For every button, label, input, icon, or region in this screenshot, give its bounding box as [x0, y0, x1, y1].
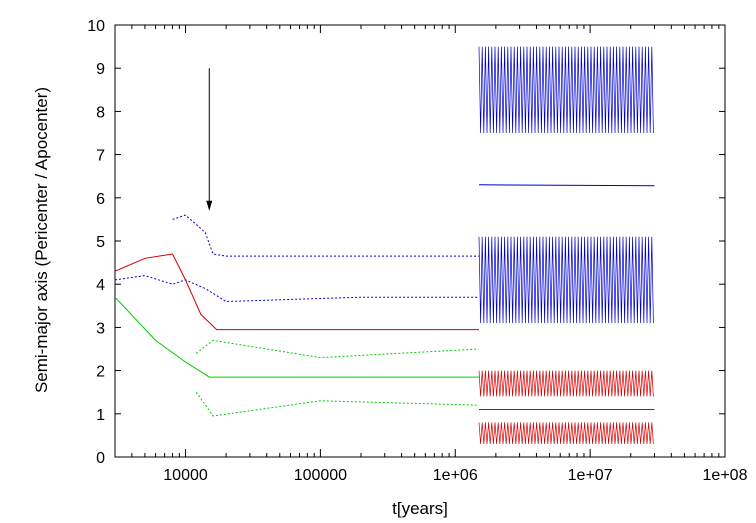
y-axis-title: Semi-major axis (Pericenter / Apocenter)	[32, 87, 51, 393]
y-axis: 0 1 2 3 4 5 6 7 8 9 10	[87, 18, 725, 467]
y-tick-label: 1	[96, 407, 105, 424]
series-line	[114, 296, 479, 378]
x-tick-label: 10000	[163, 467, 208, 484]
y-tick-label: 9	[96, 61, 105, 78]
y-tick-label: 5	[96, 234, 105, 251]
series-layer	[114, 46, 655, 445]
series-line	[114, 275, 479, 303]
y-tick-label: 6	[96, 191, 105, 208]
series-line	[195, 339, 480, 359]
series-line	[195, 391, 480, 417]
series-band	[478, 422, 654, 445]
x-axis-title: t[years]	[392, 499, 448, 518]
x-tick-label: 1e+06	[433, 467, 478, 484]
x-tick-label: 1e+07	[568, 467, 613, 484]
series-line	[478, 184, 655, 187]
series-band	[478, 370, 654, 397]
y-tick-label: 3	[96, 320, 105, 337]
series-line	[172, 214, 479, 257]
series-line	[114, 253, 479, 331]
y-tick-label: 7	[96, 148, 105, 165]
y-tick-label: 4	[96, 277, 105, 294]
y-tick-label: 10	[87, 18, 105, 35]
y-tick-label: 8	[96, 104, 105, 121]
x-axis: 10000 100000 1e+06 1e+07 1e+08	[114, 25, 748, 484]
series-band	[478, 46, 654, 134]
annotation-arrowhead	[206, 200, 213, 211]
annotation-layer	[206, 68, 213, 211]
y-tick-label: 2	[96, 364, 105, 381]
x-tick-label: 100000	[294, 467, 347, 484]
y-tick-label: 0	[96, 450, 105, 467]
series-band	[478, 236, 654, 324]
x-tick-label: 1e+08	[703, 467, 748, 484]
